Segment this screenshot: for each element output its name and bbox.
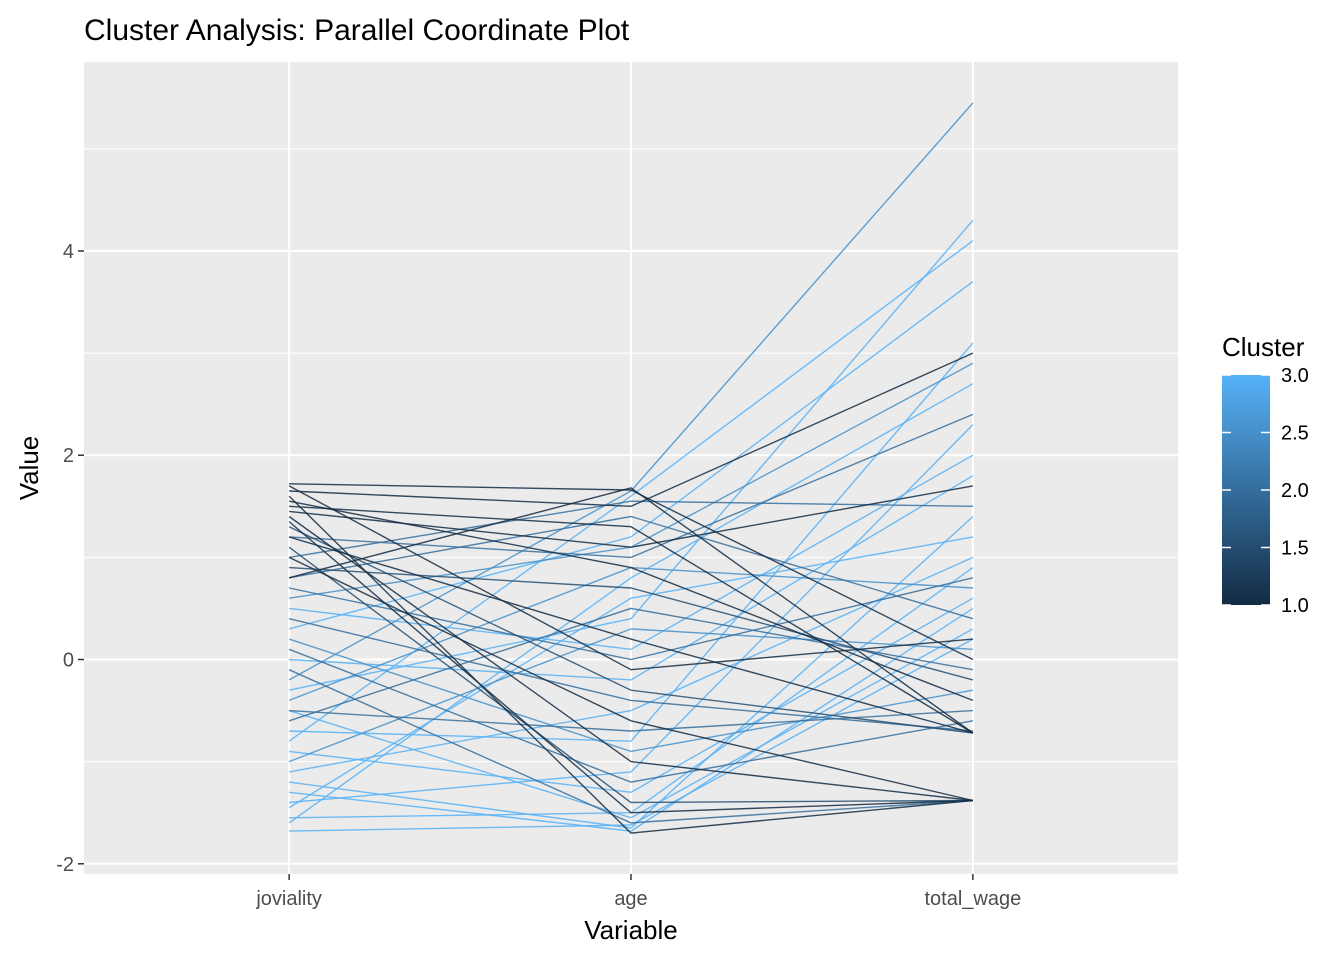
series-line [288, 556, 974, 802]
series-line [288, 638, 974, 753]
series-line [288, 485, 973, 671]
series-line [288, 500, 973, 559]
y-axis-title: Value [14, 436, 44, 501]
series-line [288, 240, 974, 742]
x-tick-label: joviality [255, 888, 322, 910]
series-line [288, 526, 973, 734]
x-tick-label: total_wage [925, 888, 1022, 910]
legend-tick-label: 1.5 [1281, 538, 1309, 560]
series-line [288, 618, 973, 732]
series-line [288, 495, 973, 834]
series-line [288, 536, 974, 734]
series-line [288, 383, 974, 824]
series-line [288, 102, 974, 681]
y-tick-label: -2 [56, 854, 74, 876]
legend-tick-label: 1.0 [1281, 595, 1309, 617]
series-lines [288, 102, 974, 834]
series-line [289, 709, 973, 732]
y-tick-label: 0 [63, 650, 74, 672]
x-axis-ticks: joviality age total_wage [255, 874, 1021, 910]
series-line [289, 475, 974, 681]
legend-ticks: 1.0 1.5 2.0 2.5 3.0 [1222, 365, 1309, 617]
legend-tick-label: 2.5 [1281, 423, 1309, 445]
series-line [288, 628, 974, 819]
series-line [288, 556, 974, 773]
y-axis-ticks: -2 0 2 4 [56, 241, 84, 876]
series-line [288, 521, 973, 814]
legend: Cluster 1.0 1.5 2.0 2.5 3.0 [1222, 332, 1309, 617]
series-line [289, 454, 974, 651]
series-line [288, 515, 973, 802]
series-line [288, 536, 974, 809]
grid-lines [84, 62, 1178, 874]
series-line [289, 424, 974, 804]
x-tick-label: age [614, 888, 647, 910]
y-tick-label: 2 [63, 445, 74, 467]
y-tick-label: 4 [63, 241, 74, 263]
series-line [289, 342, 974, 742]
legend-tick-label: 2.0 [1281, 480, 1309, 502]
series-line [289, 515, 974, 829]
series-line [289, 505, 974, 734]
series-line [289, 483, 974, 661]
legend-tick-label: 3.0 [1281, 365, 1309, 387]
legend-title: Cluster [1222, 332, 1305, 362]
series-line [289, 352, 974, 508]
series-line [288, 515, 974, 620]
series-line [289, 597, 974, 794]
series-line [288, 546, 973, 804]
series-line [288, 669, 973, 824]
series-line [289, 413, 974, 559]
series-line [288, 648, 974, 783]
series-line [289, 607, 974, 832]
chart-title: Cluster Analysis: Parallel Coordinate Pl… [84, 14, 630, 47]
series-line [289, 485, 974, 548]
x-axis-title: Variable [584, 915, 677, 945]
